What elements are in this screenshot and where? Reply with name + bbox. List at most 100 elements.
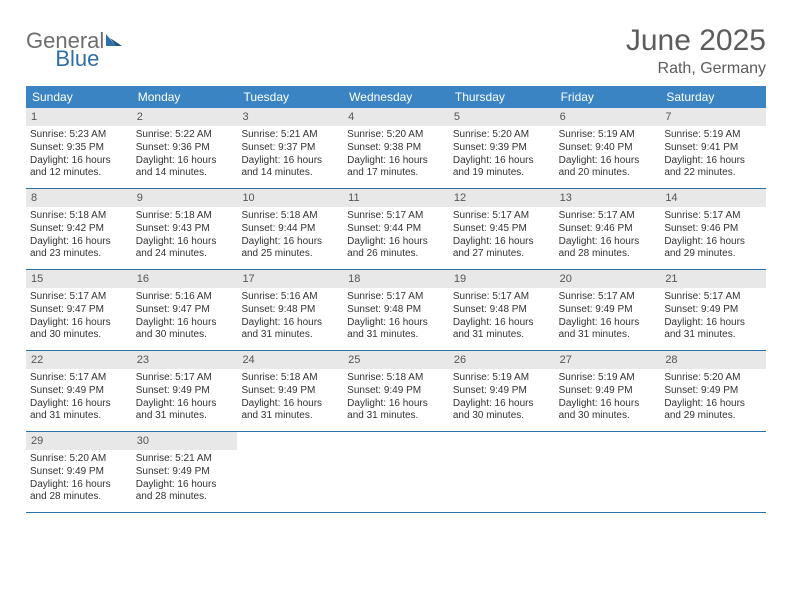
sunset-line: Sunset: 9:49 PM <box>30 385 128 398</box>
calendar: SundayMondayTuesdayWednesdayThursdayFrid… <box>26 86 766 513</box>
day-number: 23 <box>132 351 238 369</box>
sunset-line: Sunset: 9:48 PM <box>453 304 551 317</box>
daylight-line: Daylight: 16 hours and 29 minutes. <box>664 236 762 262</box>
calendar-cell: 25Sunrise: 5:18 AMSunset: 9:49 PMDayligh… <box>343 351 449 431</box>
calendar-cell: 2Sunrise: 5:22 AMSunset: 9:36 PMDaylight… <box>132 108 238 188</box>
sunset-line: Sunset: 9:38 PM <box>347 142 445 155</box>
calendar-cell: 4Sunrise: 5:20 AMSunset: 9:38 PMDaylight… <box>343 108 449 188</box>
day-number: 9 <box>132 189 238 207</box>
daylight-line: Daylight: 16 hours and 30 minutes. <box>30 317 128 343</box>
daylight-line: Daylight: 16 hours and 31 minutes. <box>241 398 339 424</box>
calendar-cell: 19Sunrise: 5:17 AMSunset: 9:48 PMDayligh… <box>449 270 555 350</box>
sunset-line: Sunset: 9:49 PM <box>136 385 234 398</box>
day-number: 21 <box>660 270 766 288</box>
sunset-line: Sunset: 9:41 PM <box>664 142 762 155</box>
sunrise-line: Sunrise: 5:22 AM <box>136 129 234 142</box>
logo-sail-icon <box>104 30 126 52</box>
calendar-cell: 6Sunrise: 5:19 AMSunset: 9:40 PMDaylight… <box>555 108 661 188</box>
calendar-cell: 10Sunrise: 5:18 AMSunset: 9:44 PMDayligh… <box>237 189 343 269</box>
title-block: June 2025 Rath, Germany <box>626 24 766 78</box>
calendar-row: 1Sunrise: 5:23 AMSunset: 9:35 PMDaylight… <box>26 108 766 189</box>
sunrise-line: Sunrise: 5:17 AM <box>664 210 762 223</box>
sunrise-line: Sunrise: 5:18 AM <box>136 210 234 223</box>
calendar-cell: 7Sunrise: 5:19 AMSunset: 9:41 PMDaylight… <box>660 108 766 188</box>
calendar-page: General GeBlue June 2025 Rath, Germany S… <box>0 0 792 513</box>
sunset-line: Sunset: 9:39 PM <box>453 142 551 155</box>
daylight-line: Daylight: 16 hours and 31 minutes. <box>241 317 339 343</box>
sunrise-line: Sunrise: 5:16 AM <box>136 291 234 304</box>
day-number: 20 <box>555 270 661 288</box>
calendar-cell: 30Sunrise: 5:21 AMSunset: 9:49 PMDayligh… <box>132 432 238 512</box>
sunset-line: Sunset: 9:49 PM <box>136 466 234 479</box>
logo: General GeBlue <box>26 24 126 70</box>
dayname-thursday: Thursday <box>449 86 555 108</box>
sunset-line: Sunset: 9:46 PM <box>559 223 657 236</box>
calendar-cell-empty <box>343 432 449 512</box>
calendar-cell: 14Sunrise: 5:17 AMSunset: 9:46 PMDayligh… <box>660 189 766 269</box>
dayname-tuesday: Tuesday <box>237 86 343 108</box>
sunset-line: Sunset: 9:47 PM <box>30 304 128 317</box>
sunset-line: Sunset: 9:42 PM <box>30 223 128 236</box>
calendar-cell-empty <box>237 432 343 512</box>
day-number: 16 <box>132 270 238 288</box>
daylight-line: Daylight: 16 hours and 30 minutes. <box>559 398 657 424</box>
daylight-line: Daylight: 16 hours and 25 minutes. <box>241 236 339 262</box>
sunset-line: Sunset: 9:48 PM <box>241 304 339 317</box>
calendar-cell: 1Sunrise: 5:23 AMSunset: 9:35 PMDaylight… <box>26 108 132 188</box>
sunset-line: Sunset: 9:43 PM <box>136 223 234 236</box>
day-number: 8 <box>26 189 132 207</box>
day-number: 28 <box>660 351 766 369</box>
day-number: 11 <box>343 189 449 207</box>
daylight-line: Daylight: 16 hours and 28 minutes. <box>30 479 128 505</box>
calendar-cell: 12Sunrise: 5:17 AMSunset: 9:45 PMDayligh… <box>449 189 555 269</box>
day-number: 15 <box>26 270 132 288</box>
daylight-line: Daylight: 16 hours and 14 minutes. <box>241 155 339 181</box>
calendar-cell: 21Sunrise: 5:17 AMSunset: 9:49 PMDayligh… <box>660 270 766 350</box>
day-number: 3 <box>237 108 343 126</box>
daylight-line: Daylight: 16 hours and 29 minutes. <box>664 398 762 424</box>
daylight-line: Daylight: 16 hours and 20 minutes. <box>559 155 657 181</box>
day-number: 17 <box>237 270 343 288</box>
sunrise-line: Sunrise: 5:20 AM <box>30 453 128 466</box>
calendar-cell: 27Sunrise: 5:19 AMSunset: 9:49 PMDayligh… <box>555 351 661 431</box>
calendar-cell: 11Sunrise: 5:17 AMSunset: 9:44 PMDayligh… <box>343 189 449 269</box>
sunrise-line: Sunrise: 5:18 AM <box>30 210 128 223</box>
calendar-cell: 28Sunrise: 5:20 AMSunset: 9:49 PMDayligh… <box>660 351 766 431</box>
dayname-saturday: Saturday <box>660 86 766 108</box>
sunrise-line: Sunrise: 5:16 AM <box>241 291 339 304</box>
sunset-line: Sunset: 9:46 PM <box>664 223 762 236</box>
day-number: 26 <box>449 351 555 369</box>
daylight-line: Daylight: 16 hours and 31 minutes. <box>453 317 551 343</box>
daylight-line: Daylight: 16 hours and 30 minutes. <box>453 398 551 424</box>
dayname-wednesday: Wednesday <box>343 86 449 108</box>
header: General GeBlue June 2025 Rath, Germany <box>26 24 766 78</box>
logo-text-block: General GeBlue <box>26 30 126 70</box>
daylight-line: Daylight: 16 hours and 24 minutes. <box>136 236 234 262</box>
day-number: 24 <box>237 351 343 369</box>
daylight-line: Daylight: 16 hours and 22 minutes. <box>664 155 762 181</box>
sunset-line: Sunset: 9:49 PM <box>559 304 657 317</box>
calendar-cell: 18Sunrise: 5:17 AMSunset: 9:48 PMDayligh… <box>343 270 449 350</box>
calendar-row: 15Sunrise: 5:17 AMSunset: 9:47 PMDayligh… <box>26 270 766 351</box>
sunrise-line: Sunrise: 5:17 AM <box>347 291 445 304</box>
daylight-line: Daylight: 16 hours and 31 minutes. <box>136 398 234 424</box>
dayname-friday: Friday <box>555 86 661 108</box>
calendar-cell: 22Sunrise: 5:17 AMSunset: 9:49 PMDayligh… <box>26 351 132 431</box>
calendar-row: 8Sunrise: 5:18 AMSunset: 9:42 PMDaylight… <box>26 189 766 270</box>
daylight-line: Daylight: 16 hours and 31 minutes. <box>347 398 445 424</box>
sunset-line: Sunset: 9:40 PM <box>559 142 657 155</box>
daylight-line: Daylight: 16 hours and 23 minutes. <box>30 236 128 262</box>
sunset-line: Sunset: 9:36 PM <box>136 142 234 155</box>
daylight-line: Daylight: 16 hours and 19 minutes. <box>453 155 551 181</box>
dayname-monday: Monday <box>132 86 238 108</box>
sunset-line: Sunset: 9:49 PM <box>347 385 445 398</box>
sunset-line: Sunset: 9:49 PM <box>664 304 762 317</box>
sunset-line: Sunset: 9:47 PM <box>136 304 234 317</box>
sunrise-line: Sunrise: 5:19 AM <box>664 129 762 142</box>
calendar-cell: 13Sunrise: 5:17 AMSunset: 9:46 PMDayligh… <box>555 189 661 269</box>
daylight-line: Daylight: 16 hours and 14 minutes. <box>136 155 234 181</box>
calendar-row: 22Sunrise: 5:17 AMSunset: 9:49 PMDayligh… <box>26 351 766 432</box>
sunrise-line: Sunrise: 5:17 AM <box>30 291 128 304</box>
calendar-cell: 5Sunrise: 5:20 AMSunset: 9:39 PMDaylight… <box>449 108 555 188</box>
sunset-line: Sunset: 9:44 PM <box>347 223 445 236</box>
